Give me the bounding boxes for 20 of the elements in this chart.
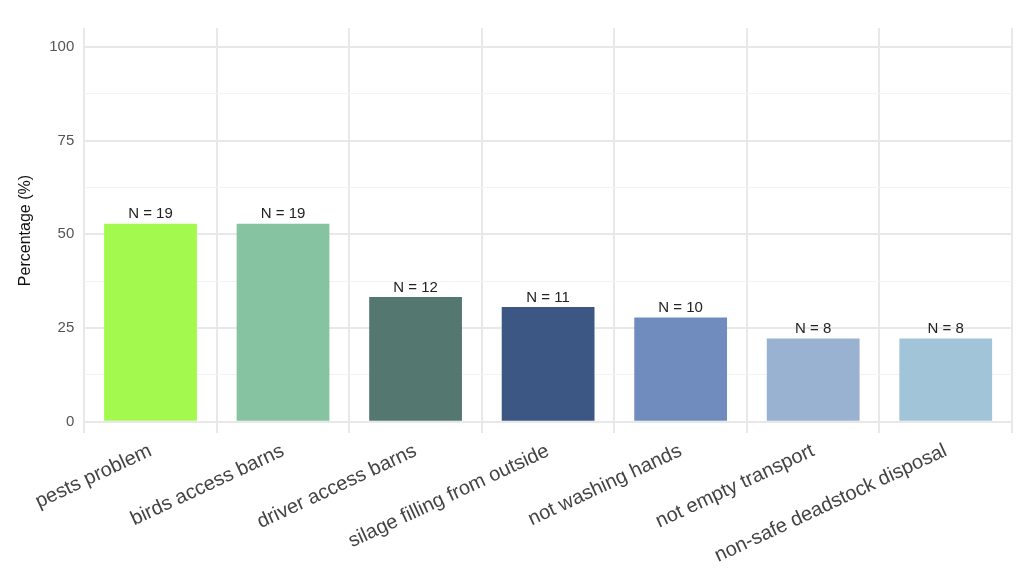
- annotation: N = 10: [658, 298, 703, 316]
- y-tick-label: 25: [57, 318, 75, 336]
- annotation: N = 11: [526, 287, 570, 305]
- bar: [899, 338, 993, 421]
- annotation: N = 8: [927, 319, 964, 337]
- y-tick-label: 50: [57, 224, 75, 242]
- y-axis-title: Percentage (%): [16, 174, 34, 287]
- bar: [501, 307, 595, 421]
- bar: [634, 317, 728, 421]
- y-tick-label: 100: [49, 36, 75, 54]
- annotation: N = 12: [393, 277, 438, 295]
- annotation: N = 19: [128, 204, 173, 222]
- bar: [104, 223, 197, 421]
- bar: [766, 338, 860, 421]
- annotation: N = 19: [260, 204, 306, 222]
- bar: [369, 296, 462, 421]
- y-tick-label: 0: [65, 412, 75, 429]
- y-tick-label: 75: [57, 130, 75, 148]
- annotation: N = 8: [795, 319, 832, 337]
- bar: [236, 223, 330, 421]
